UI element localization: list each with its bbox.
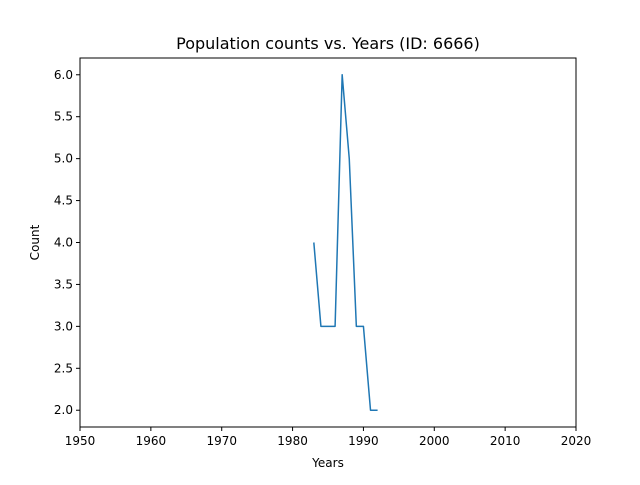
y-tick-label: 2.5 xyxy=(54,361,73,375)
y-tick-label: 6.0 xyxy=(54,68,73,82)
x-tick-label: 2020 xyxy=(561,434,592,448)
chart-title: Population counts vs. Years (ID: 6666) xyxy=(176,34,480,53)
x-tick-label: 1950 xyxy=(65,434,96,448)
y-tick-label: 3.5 xyxy=(54,277,73,291)
x-tick-label: 2000 xyxy=(419,434,450,448)
y-tick-label: 5.5 xyxy=(54,110,73,124)
x-tick-label: 1980 xyxy=(277,434,308,448)
x-axis-label: Years xyxy=(311,456,344,470)
y-tick-label: 5.0 xyxy=(54,152,73,166)
x-tick-label: 1960 xyxy=(136,434,167,448)
y-tick-label: 4.0 xyxy=(54,236,73,250)
x-axis: 1950 1960 1970 1980 1990 2000 2010 2020 xyxy=(65,427,592,448)
y-axis-label: Count xyxy=(28,224,42,260)
plot-area xyxy=(313,74,378,411)
x-tick-label: 1990 xyxy=(348,434,379,448)
x-tick-label: 2010 xyxy=(490,434,521,448)
x-tick-label: 1970 xyxy=(206,434,237,448)
y-tick-label: 4.5 xyxy=(54,194,73,208)
y-tick-label: 3.0 xyxy=(54,319,73,333)
y-axis: 2.0 2.5 3.0 3.5 4.0 4.5 5.0 5.5 6.0 xyxy=(54,68,80,417)
series-line xyxy=(313,74,378,411)
y-tick-label: 2.0 xyxy=(54,403,73,417)
